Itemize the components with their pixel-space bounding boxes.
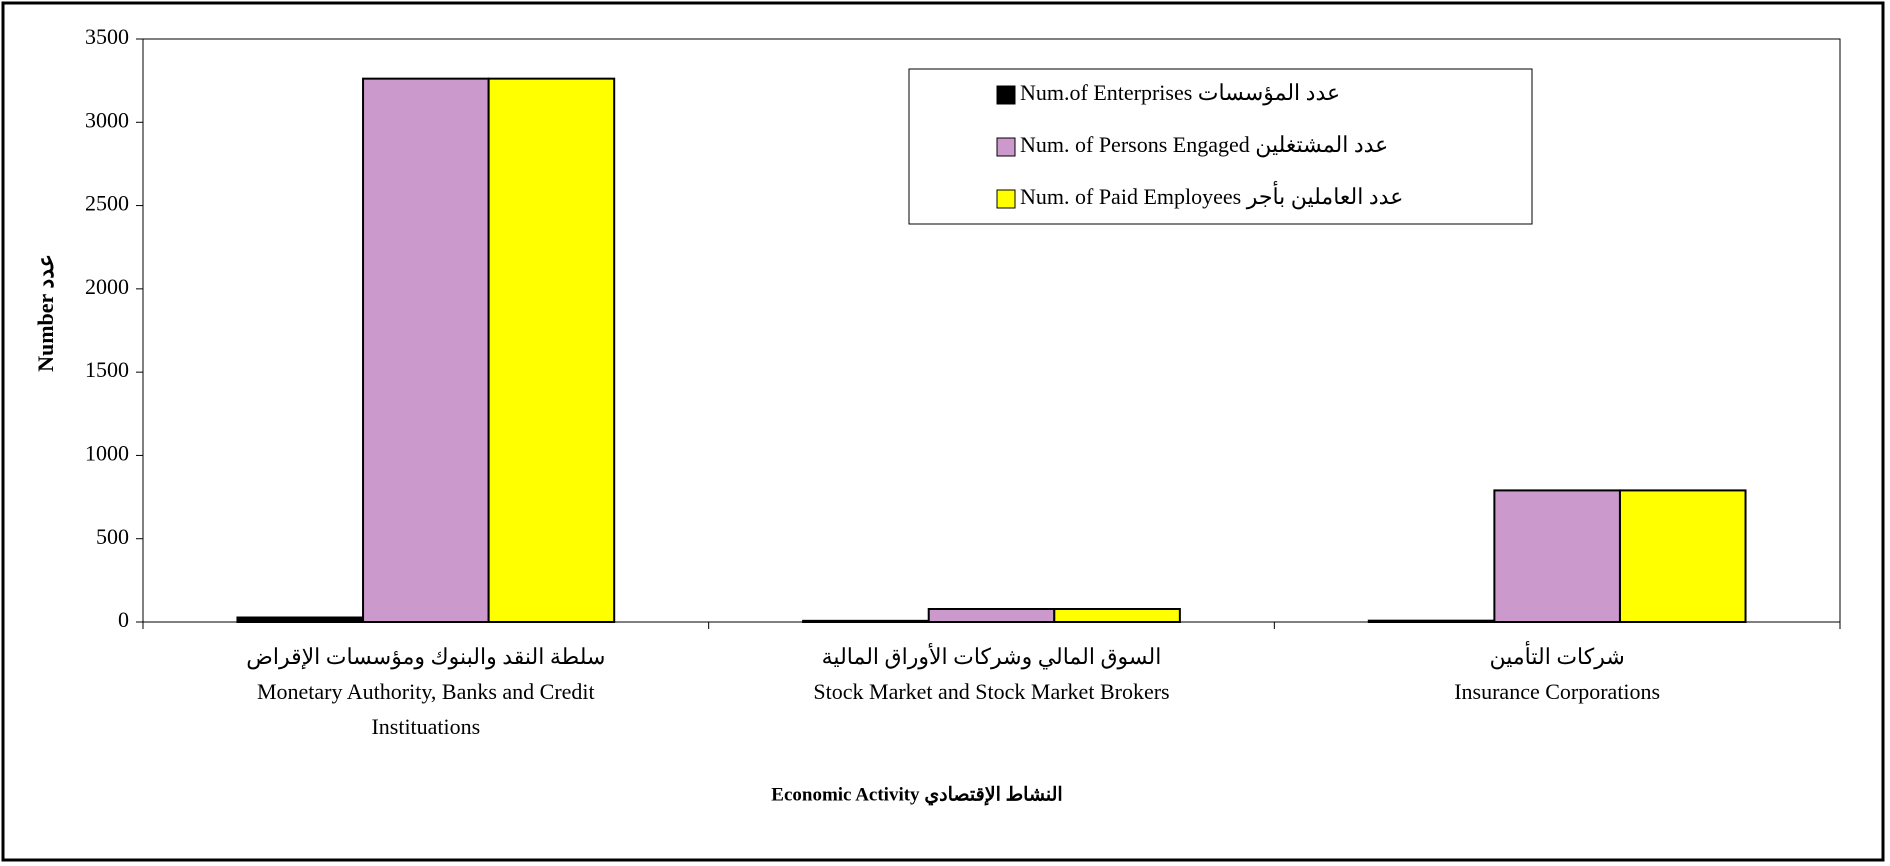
bar xyxy=(236,616,365,623)
y-tick-label: 1500 xyxy=(85,357,129,382)
y-tick-label: 2000 xyxy=(85,274,129,299)
x-tick-label: Insurance Corporations xyxy=(1454,679,1660,704)
legend-swatch xyxy=(996,137,1016,157)
bar xyxy=(487,77,616,624)
x-tick-label: شركات التأمين xyxy=(1490,640,1625,670)
bar xyxy=(1618,489,1747,623)
x-axis-label: Economic Activity النشاط الإقتصادي xyxy=(771,784,1062,806)
x-tick-label: Monetary Authority, Banks and Credit xyxy=(257,679,595,704)
bar xyxy=(927,608,1056,624)
x-tick-label: Stock Market and Stock Market Brokers xyxy=(813,679,1169,704)
y-tick-label: 2500 xyxy=(85,191,129,216)
bar xyxy=(1053,608,1181,624)
x-tick-label: Instituations xyxy=(371,714,480,739)
x-tick-label: السوق المالي وشركات الأوراق المالية xyxy=(822,642,1162,670)
legend-label: Num. of Persons Engaged عدد المشتغلين xyxy=(1020,132,1388,158)
y-axis-label: Number عدد xyxy=(33,254,58,372)
bar xyxy=(1367,619,1496,623)
bar xyxy=(802,619,930,623)
x-tick-label: سلطة النقد والبنوك ومؤسسات الإقراض xyxy=(246,644,605,670)
y-tick-label: 1000 xyxy=(85,440,129,465)
y-tick-label: 3000 xyxy=(85,107,129,132)
legend-swatch xyxy=(996,189,1016,209)
y-tick-label: 500 xyxy=(96,524,129,549)
bar xyxy=(362,77,490,624)
legend-swatch xyxy=(996,85,1016,105)
legend-label: Num. of Paid Employees عدد العاملين بأجر xyxy=(1020,180,1403,210)
y-tick-label: 0 xyxy=(118,607,129,632)
legend-label: Num.of Enterprises عدد المؤسسات xyxy=(1020,80,1340,106)
bar xyxy=(1493,489,1621,623)
y-tick-label: 3500 xyxy=(85,24,129,49)
